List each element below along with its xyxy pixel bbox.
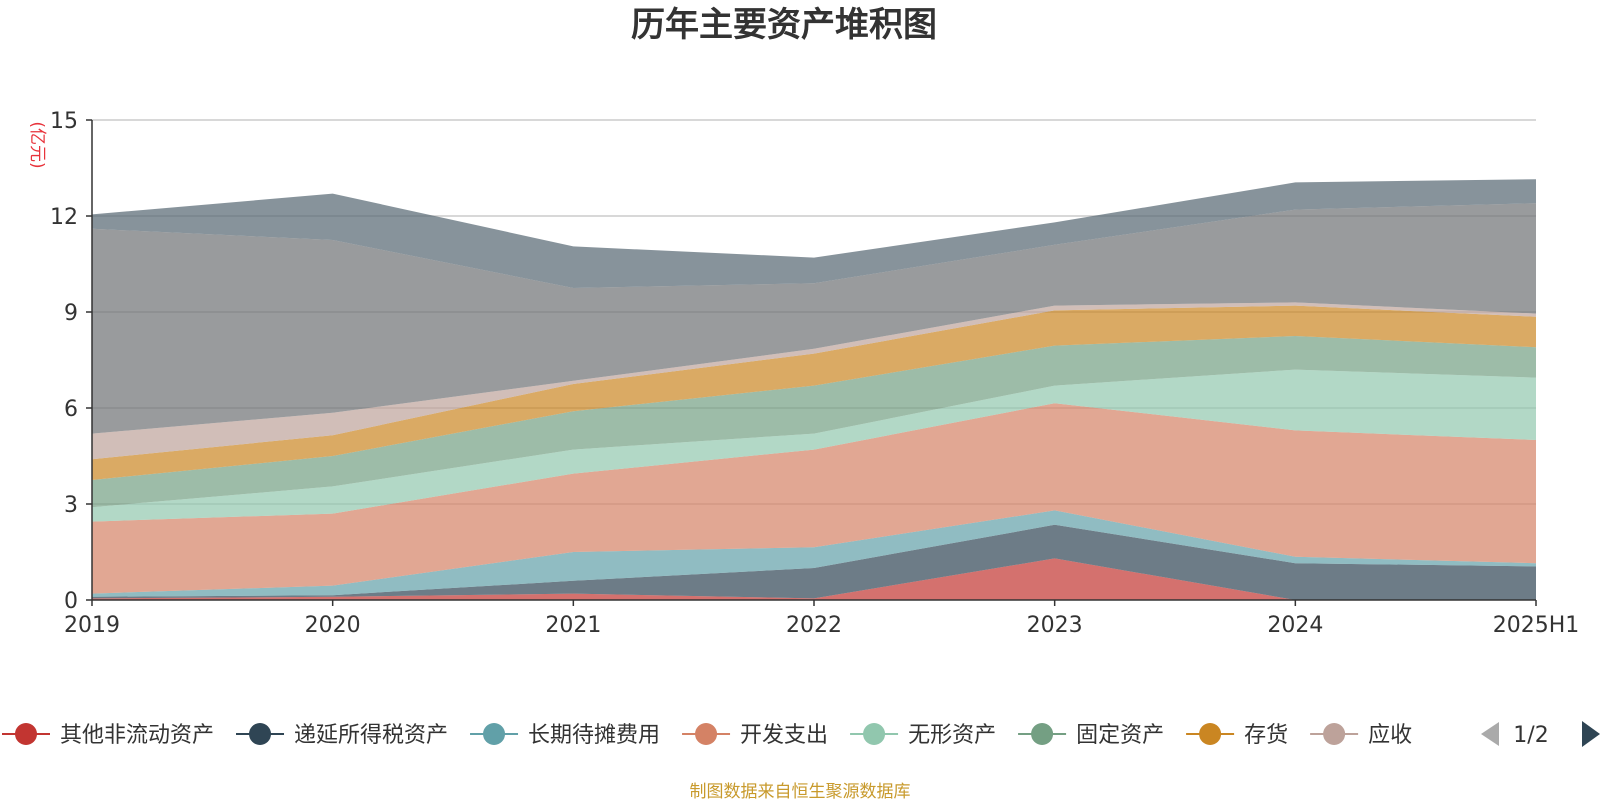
legend-marker-6: [1199, 723, 1222, 745]
legend-marker-5: [1031, 723, 1054, 745]
legend-item-1[interactable]: 递延所得税资产: [236, 723, 448, 748]
legend-label-0: 其他非流动资产: [60, 723, 214, 748]
x-tick-label-5: 2024: [1267, 613, 1323, 638]
legend-marker-2: [483, 723, 506, 745]
y-tick-label-3: 9: [64, 301, 78, 326]
legend-item-2[interactable]: 长期待摊费用: [470, 723, 660, 748]
legend-page-indicator: 1/2: [1513, 723, 1548, 748]
legend-marker-0: [15, 723, 37, 745]
area-series-4: [92, 369, 1536, 522]
legend-label-1: 递延所得税资产: [294, 723, 448, 748]
x-tick-label-3: 2022: [786, 613, 842, 638]
x-tick-label-4: 2023: [1027, 613, 1083, 638]
x-tick-label-2: 2021: [545, 613, 601, 638]
area-series-9: [92, 179, 1536, 288]
y-tick-label-5: 15: [50, 109, 78, 134]
legend-label-7: 应收: [1368, 723, 1412, 748]
legend-pager: 1/2: [1481, 721, 1600, 748]
y-tick-label-4: 12: [50, 205, 78, 230]
legend-item-4[interactable]: 无形资产: [850, 723, 996, 748]
legend-item-0[interactable]: 其他非流动资产: [2, 723, 214, 748]
x-tick-label-6: 2025H1: [1493, 613, 1580, 638]
legend-next-icon[interactable]: [1582, 721, 1600, 747]
x-tick-label-1: 2020: [305, 613, 361, 638]
data-source-note: 制图数据来自恒生聚源数据库: [690, 782, 911, 800]
legend-item-7[interactable]: 应收: [1310, 723, 1412, 748]
y-axis-unit: (亿元): [27, 121, 47, 168]
area-series-3: [92, 403, 1536, 594]
legend-marker-3: [695, 723, 718, 745]
legend-label-3: 开发支出: [740, 723, 828, 748]
legend: 其他非流动资产 递延所得税资产 长期待摊费用 开发支出 无形资产 固定资产 存货 应收: [2, 723, 1412, 748]
legend-label-6: 存货: [1244, 723, 1288, 748]
area-series-2: [92, 510, 1536, 597]
area-series-0: [92, 558, 1536, 600]
legend-label-4: 无形资产: [908, 723, 996, 748]
legend-prev-icon[interactable]: [1481, 722, 1499, 746]
area-series-1: [92, 524, 1536, 600]
area-series-7: [92, 302, 1536, 460]
legend-item-6[interactable]: 存货: [1186, 723, 1288, 748]
axes: 0 3 6 9 12 15 2019 2020 2021 2022 2023 2024 2025H1: [50, 109, 1579, 638]
y-tick-label-0: 0: [64, 589, 78, 614]
legend-label-5: 固定资产: [1076, 723, 1164, 748]
legend-item-3[interactable]: 开发支出: [682, 723, 828, 748]
area-series-6: [92, 305, 1536, 480]
legend-marker-7: [1323, 723, 1346, 745]
area-series-5: [92, 336, 1536, 508]
area-series-8: [92, 203, 1536, 434]
chart-title: 历年主要资产堆积图: [631, 5, 937, 45]
legend-marker-4: [863, 723, 886, 745]
x-tick-label-0: 2019: [64, 613, 120, 638]
legend-marker-1: [249, 723, 272, 745]
y-tick-label-1: 3: [64, 493, 78, 518]
area-series: [92, 179, 1536, 600]
legend-label-2: 长期待摊费用: [528, 723, 660, 748]
legend-items: 其他非流动资产 递延所得税资产 长期待摊费用 开发支出 无形资产 固定资产 存货 应收: [2, 723, 1412, 748]
y-tick-label-2: 6: [64, 397, 78, 422]
legend-item-5[interactable]: 固定资产: [1018, 723, 1164, 748]
